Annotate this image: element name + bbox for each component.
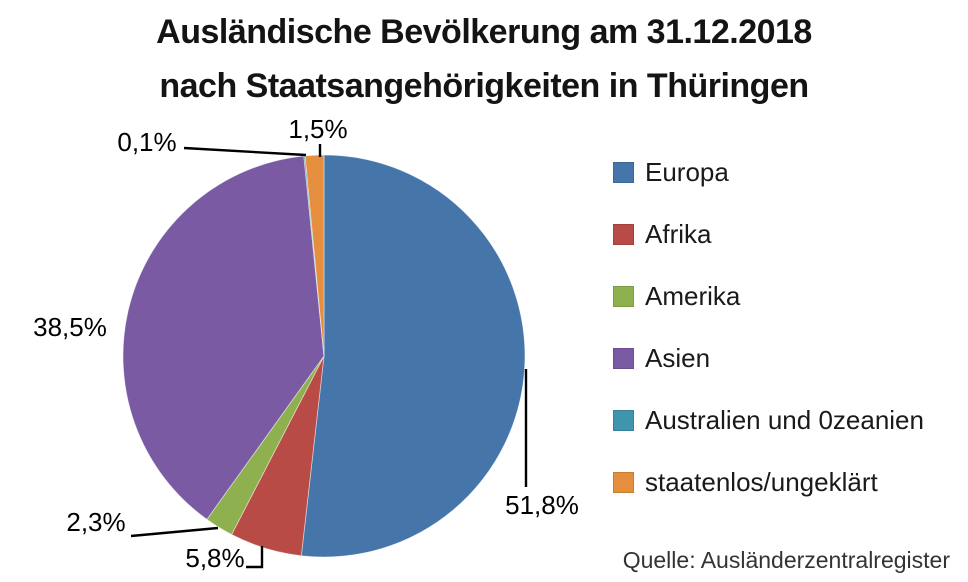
legend-label-amerika: Amerika	[645, 281, 741, 311]
legend-swatch-amerika	[613, 286, 634, 307]
chart-title-line1: Ausländische Bevölkerung am 31.12.2018	[156, 13, 812, 51]
leader-lines	[130, 144, 528, 569]
legend: Europa Afrika Amerika Asien Australien u…	[613, 159, 924, 496]
legend-item-staatenlos-ungeklaert: staatenlos/ungeklärt	[613, 469, 924, 496]
leader-line-amerika	[130, 526, 219, 538]
slice-label-amerika: 2,3%	[66, 507, 126, 537]
legend-swatch-afrika	[613, 224, 634, 245]
legend-item-europa: Europa	[613, 159, 924, 186]
slice-label-afrika: 5,8%	[185, 543, 245, 573]
legend-item-afrika: Afrika	[613, 221, 924, 248]
legend-swatch-asien	[613, 348, 634, 369]
chart-title: Ausländische Bevölkerung am 31.12.2018 n…	[0, 5, 968, 113]
legend-item-amerika: Amerika	[613, 283, 924, 310]
pie-slice-asien	[122, 155, 325, 520]
legend-label-staatenlos-ungeklaert: staatenlos/ungeklärt	[645, 467, 878, 497]
legend-label-australien-und-ozeanien: Australien und 0zeanien	[645, 405, 924, 435]
legend-swatch-australien-und-ozeanien	[613, 410, 634, 431]
leader-line-australien-und-ozeanien	[183, 146, 307, 157]
slice-label-staatenlos-ungeklaert: 1,5%	[288, 114, 348, 144]
slice-label-asien: 38,5%	[33, 312, 107, 342]
legend-label-asien: Asien	[645, 343, 711, 373]
pie-slice-europa	[300, 154, 526, 558]
chart-title-line2: nach Staatsangehörigkeiten in Thüringen	[159, 67, 809, 105]
slice-label-australien-und-ozeanien: 0,1%	[117, 127, 177, 157]
legend-label-europa: Europa	[645, 157, 729, 187]
slice-label-europa: 51,8%	[505, 490, 579, 520]
legend-swatch-europa	[613, 162, 634, 183]
legend-swatch-staatenlos-ungeklaert	[613, 472, 634, 493]
legend-item-asien: Asien	[613, 345, 924, 372]
leader-line-afrika	[246, 546, 264, 569]
legend-label-afrika: Afrika	[645, 219, 712, 249]
source-note: Quelle: Ausländerzentralregister	[622, 547, 950, 573]
legend-item-australien-und-ozeanien: Australien und 0zeanien	[613, 407, 924, 434]
pie-wedges	[122, 154, 526, 558]
